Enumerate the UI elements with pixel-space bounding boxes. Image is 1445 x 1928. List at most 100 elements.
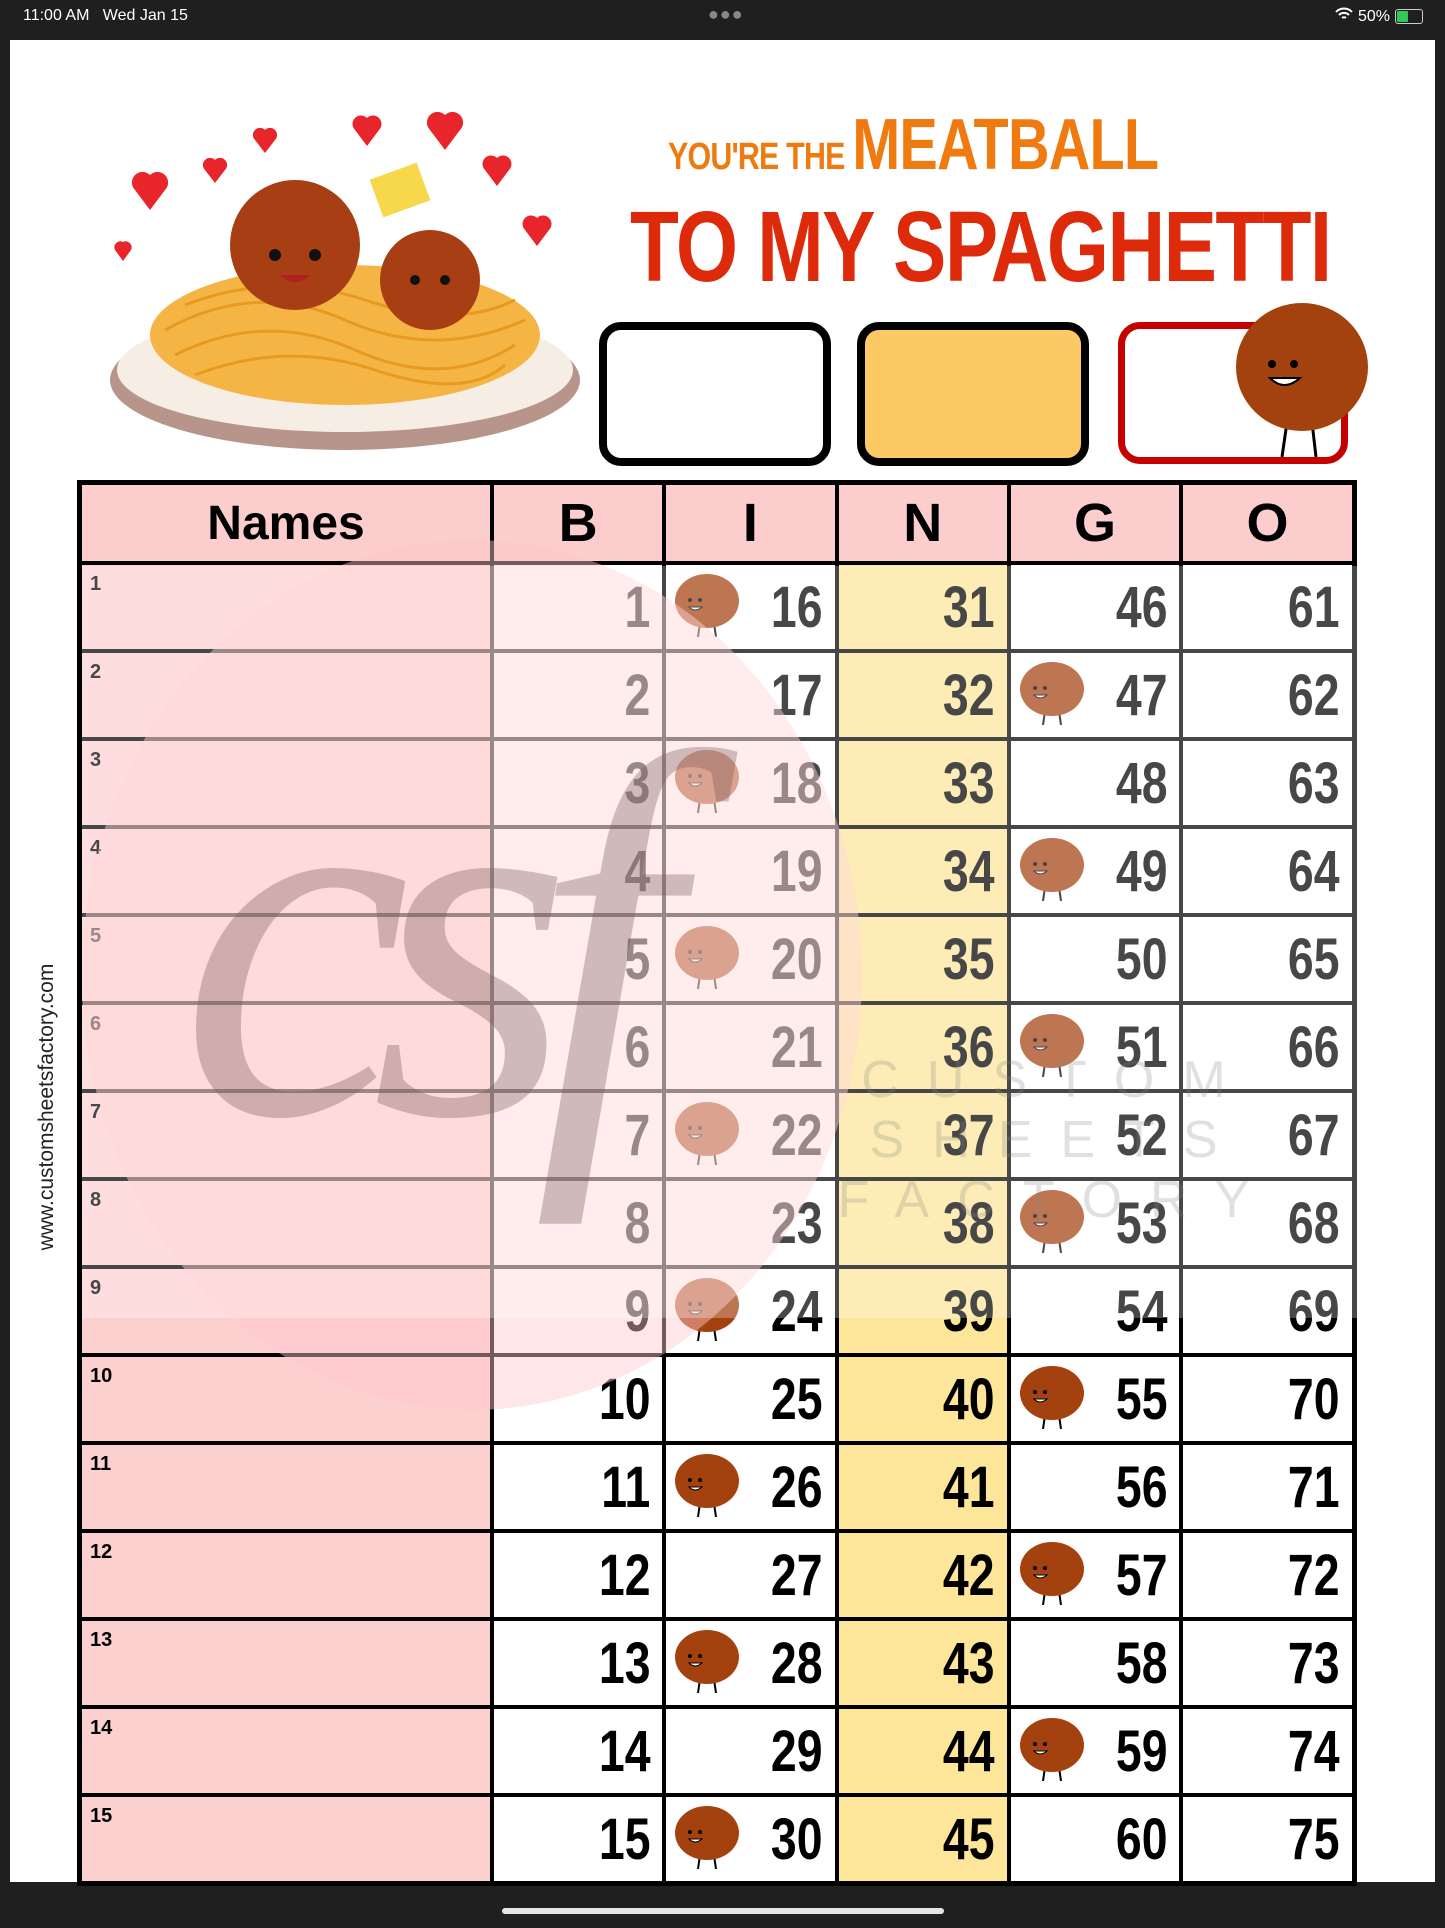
bingo-cell-g[interactable]: 49	[1006, 825, 1184, 917]
bingo-cell-n[interactable]: 32	[834, 649, 1011, 741]
bingo-cell-b[interactable]: 15	[489, 1793, 667, 1886]
name-entry-cell[interactable]: 11	[77, 1441, 494, 1533]
bingo-number: 26	[770, 1454, 823, 1520]
bingo-cell-b[interactable]: 9	[489, 1265, 667, 1357]
bingo-cell-g[interactable]: 46	[1006, 561, 1184, 653]
bingo-cell-i[interactable]: 30	[662, 1793, 839, 1886]
bingo-cell-n[interactable]: 39	[834, 1265, 1011, 1357]
bingo-cell-i[interactable]: 17	[662, 649, 839, 741]
bingo-cell-b[interactable]: 2	[489, 649, 667, 741]
bingo-cell-g[interactable]: 56	[1006, 1441, 1184, 1533]
bingo-cell-n[interactable]: 33	[834, 737, 1011, 829]
bingo-cell-n[interactable]: 35	[834, 913, 1011, 1005]
bingo-cell-o[interactable]: 64	[1179, 825, 1357, 917]
home-indicator[interactable]	[502, 1908, 944, 1914]
bingo-cell-i[interactable]: 22	[662, 1089, 839, 1181]
name-entry-cell[interactable]: 13	[77, 1617, 494, 1709]
bingo-cell-b[interactable]: 11	[489, 1441, 667, 1533]
bingo-cell-n[interactable]: 36	[834, 1001, 1011, 1093]
bingo-cell-g[interactable]: 48	[1006, 737, 1184, 829]
bingo-cell-o[interactable]: 66	[1179, 1001, 1357, 1093]
name-entry-cell[interactable]: 8	[77, 1177, 494, 1269]
bingo-cell-b[interactable]: 12	[489, 1529, 667, 1621]
bingo-cell-n[interactable]: 31	[834, 561, 1011, 653]
bingo-number: 11	[601, 1454, 651, 1520]
bingo-cell-n[interactable]: 41	[834, 1441, 1011, 1533]
row-number: 6	[90, 1013, 102, 1035]
name-entry-cell[interactable]: 2	[77, 649, 494, 741]
bingo-cell-n[interactable]: 38	[834, 1177, 1011, 1269]
bingo-cell-g[interactable]: 59	[1006, 1705, 1184, 1797]
name-entry-cell[interactable]: 14	[77, 1705, 494, 1797]
bingo-number: 43	[943, 1630, 995, 1696]
bingo-cell-b[interactable]: 3	[489, 737, 667, 829]
bingo-cell-o[interactable]: 61	[1179, 561, 1357, 653]
bingo-cell-o[interactable]: 70	[1179, 1353, 1357, 1445]
bingo-cell-b[interactable]: 10	[489, 1353, 667, 1445]
bingo-cell-n[interactable]: 45	[834, 1793, 1011, 1886]
bingo-cell-i[interactable]: 18	[662, 737, 839, 829]
bingo-number: 37	[943, 1102, 995, 1168]
bingo-cell-b[interactable]: 7	[489, 1089, 667, 1181]
name-entry-cell[interactable]: 9	[77, 1265, 494, 1357]
bingo-cell-i[interactable]: 20	[662, 913, 839, 1005]
multitasking-dots-icon[interactable]: ●●●	[708, 4, 744, 24]
name-entry-cell[interactable]: 12	[77, 1529, 494, 1621]
name-entry-cell[interactable]: 7	[77, 1089, 494, 1181]
bingo-cell-o[interactable]: 72	[1179, 1529, 1357, 1621]
bingo-cell-b[interactable]: 5	[489, 913, 667, 1005]
bingo-cell-o[interactable]: 74	[1179, 1705, 1357, 1797]
bingo-number: 57	[1115, 1542, 1168, 1608]
meatball-icon	[1019, 1013, 1085, 1078]
name-entry-cell[interactable]: 10	[77, 1353, 494, 1445]
bingo-cell-o[interactable]: 73	[1179, 1617, 1357, 1709]
bingo-cell-i[interactable]: 27	[662, 1529, 839, 1621]
bingo-cell-g[interactable]: 51	[1006, 1001, 1184, 1093]
bingo-cell-i[interactable]: 28	[662, 1617, 839, 1709]
bingo-cell-g[interactable]: 55	[1006, 1353, 1184, 1445]
bingo-cell-i[interactable]: 16	[662, 561, 839, 653]
bingo-cell-b[interactable]: 1	[489, 561, 667, 653]
bingo-cell-i[interactable]: 23	[662, 1177, 839, 1269]
bingo-cell-n[interactable]: 37	[834, 1089, 1011, 1181]
bingo-cell-o[interactable]: 69	[1179, 1265, 1357, 1357]
bingo-cell-i[interactable]: 25	[662, 1353, 839, 1445]
bingo-cell-n[interactable]: 34	[834, 825, 1011, 917]
bingo-cell-o[interactable]: 65	[1179, 913, 1357, 1005]
name-entry-cell[interactable]: 5	[77, 913, 494, 1005]
bingo-cell-n[interactable]: 42	[834, 1529, 1011, 1621]
name-entry-cell[interactable]: 6	[77, 1001, 494, 1093]
bingo-cell-n[interactable]: 43	[834, 1617, 1011, 1709]
bingo-cell-g[interactable]: 52	[1006, 1089, 1184, 1181]
bingo-cell-g[interactable]: 60	[1006, 1793, 1184, 1886]
name-entry-cell[interactable]: 4	[77, 825, 494, 917]
bingo-cell-o[interactable]: 63	[1179, 737, 1357, 829]
bingo-cell-i[interactable]: 21	[662, 1001, 839, 1093]
name-entry-cell[interactable]: 15	[77, 1793, 494, 1886]
bingo-cell-i[interactable]: 26	[662, 1441, 839, 1533]
bingo-cell-g[interactable]: 58	[1006, 1617, 1184, 1709]
bingo-cell-g[interactable]: 57	[1006, 1529, 1184, 1621]
bingo-cell-o[interactable]: 67	[1179, 1089, 1357, 1181]
bingo-cell-o[interactable]: 68	[1179, 1177, 1357, 1269]
bingo-cell-b[interactable]: 4	[489, 825, 667, 917]
bingo-cell-b[interactable]: 13	[489, 1617, 667, 1709]
bingo-cell-i[interactable]: 24	[662, 1265, 839, 1357]
bingo-cell-i[interactable]: 29	[662, 1705, 839, 1797]
bingo-cell-g[interactable]: 50	[1006, 913, 1184, 1005]
bingo-cell-o[interactable]: 71	[1179, 1441, 1357, 1533]
bingo-cell-g[interactable]: 53	[1006, 1177, 1184, 1269]
bingo-cell-g[interactable]: 47	[1006, 649, 1184, 741]
bingo-cell-b[interactable]: 14	[489, 1705, 667, 1797]
meatball-character-icon	[1236, 303, 1368, 458]
bingo-cell-g[interactable]: 54	[1006, 1265, 1184, 1357]
bingo-cell-n[interactable]: 44	[834, 1705, 1011, 1797]
bingo-cell-b[interactable]: 6	[489, 1001, 667, 1093]
name-entry-cell[interactable]: 3	[77, 737, 494, 829]
bingo-cell-b[interactable]: 8	[489, 1177, 667, 1269]
bingo-cell-o[interactable]: 62	[1179, 649, 1357, 741]
bingo-cell-i[interactable]: 19	[662, 825, 839, 917]
bingo-cell-n[interactable]: 40	[834, 1353, 1011, 1445]
bingo-cell-o[interactable]: 75	[1179, 1793, 1357, 1886]
name-entry-cell[interactable]: 1	[77, 561, 494, 653]
